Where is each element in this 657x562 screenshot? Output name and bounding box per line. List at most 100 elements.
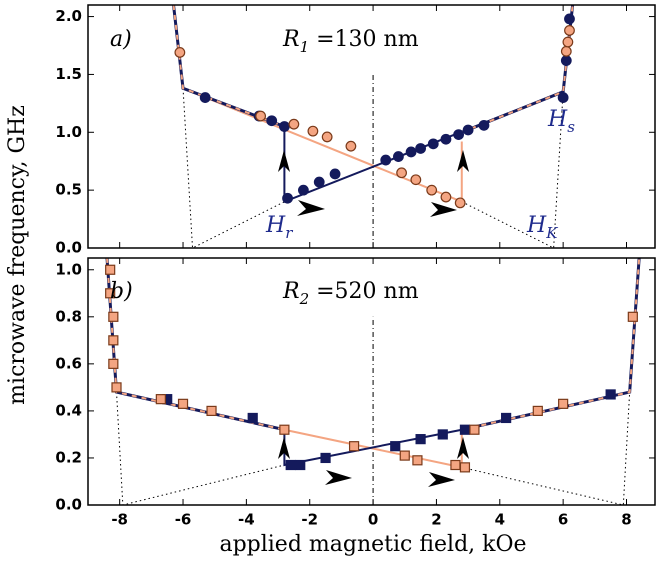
y-axis-label: microwave frequency, GHz: [5, 105, 30, 405]
frame: [87, 4, 656, 249]
point: [605, 389, 616, 400]
line: [105, 258, 285, 432]
point: [390, 441, 401, 452]
arrowhead: [457, 437, 469, 459]
annotation: R2 =520 nm: [282, 279, 419, 308]
point: [564, 25, 575, 36]
point: [345, 140, 357, 152]
point: [437, 429, 448, 440]
point: [440, 191, 452, 203]
annotation-text: b): [110, 279, 133, 304]
x-tick-label: -6: [175, 511, 192, 529]
x-tick-label: -2: [301, 511, 318, 529]
annotation: Hs: [547, 107, 575, 136]
point: [627, 311, 638, 322]
y-tick-label: 0.0: [55, 496, 82, 514]
y-tick-label: 0.8: [55, 307, 82, 325]
x-tick-label: 8: [621, 511, 631, 529]
x-axis-label: applied magnetic field, kOe: [219, 532, 526, 557]
annotation-text: H: [526, 213, 547, 238]
annotation-sub: s: [567, 118, 575, 136]
panel: 0.00.20.40.60.81.0-8 -6 -4 -2 0 2 4 6 8b) R2 =520…: [55, 257, 656, 529]
x-tick-label: 4: [495, 511, 505, 529]
y-tick-label: 2.0: [55, 7, 82, 25]
annotation-text: a): [110, 27, 132, 52]
point: [199, 92, 211, 103]
point: [469, 424, 480, 435]
annotation: a): [110, 27, 132, 52]
annotation-sub: K: [545, 224, 558, 242]
point: [462, 124, 474, 136]
arrowhead: [428, 472, 455, 487]
y-tick-label: 1.0: [55, 260, 82, 278]
point: [329, 168, 341, 180]
annotation-text: H: [547, 107, 568, 132]
point: [105, 288, 116, 299]
point: [560, 45, 572, 57]
y-tick-label: 0.5: [55, 181, 82, 199]
point: [415, 434, 426, 445]
y-tick-label: 1.0: [55, 123, 82, 141]
annotation: R1 =130 nm: [282, 27, 419, 56]
line: [461, 392, 631, 505]
point: [557, 92, 569, 103]
point: [405, 146, 417, 158]
point: [560, 55, 572, 66]
point: [410, 174, 422, 186]
point: [285, 459, 296, 471]
point: [380, 154, 392, 166]
line: [172, 5, 285, 128]
point: [393, 151, 404, 162]
annotation-text: H: [265, 213, 286, 238]
point: [440, 133, 452, 145]
point: [459, 424, 471, 435]
annotation-sub: 2: [299, 290, 310, 308]
x-tick-label: -4: [238, 511, 255, 529]
annotation-text: R: [282, 27, 300, 52]
arrowhead: [278, 437, 290, 459]
annotation-sub: 1: [300, 38, 310, 56]
point: [348, 441, 360, 452]
annotation: Hr: [265, 213, 293, 242]
annotation: b): [110, 279, 133, 304]
point: [105, 264, 116, 275]
point: [532, 405, 543, 417]
point: [313, 176, 325, 188]
point: [454, 197, 466, 209]
point: [321, 131, 333, 143]
point: [266, 115, 278, 127]
annotation-after: =130 nm: [309, 27, 419, 52]
point: [307, 125, 319, 137]
point: [174, 47, 186, 58]
point: [206, 405, 217, 417]
arrowhead: [457, 150, 469, 172]
point: [279, 424, 290, 435]
point: [297, 184, 309, 196]
line-dash: [172, 5, 285, 128]
line: [461, 258, 641, 432]
line: [116, 392, 285, 505]
point: [177, 398, 189, 409]
y-tick-label: 0.6: [55, 354, 82, 372]
annotation-after: =520 nm: [309, 279, 419, 304]
point: [111, 382, 122, 393]
point: [295, 459, 306, 471]
point: [108, 358, 119, 369]
annotation-sub: r: [285, 224, 293, 242]
arrowhead: [430, 202, 457, 217]
annotation: HK: [526, 213, 558, 242]
point: [108, 311, 119, 322]
point: [564, 13, 575, 25]
point: [278, 121, 290, 132]
point: [562, 36, 574, 48]
x-tick-label: 0: [368, 511, 378, 529]
point: [396, 167, 407, 179]
line: [461, 91, 564, 248]
point: [412, 455, 423, 466]
arrowhead: [278, 150, 290, 172]
x-tick-label: -8: [111, 511, 128, 529]
annotation-text: R: [282, 279, 300, 304]
frame: [87, 257, 656, 506]
line-dash: [461, 258, 641, 431]
